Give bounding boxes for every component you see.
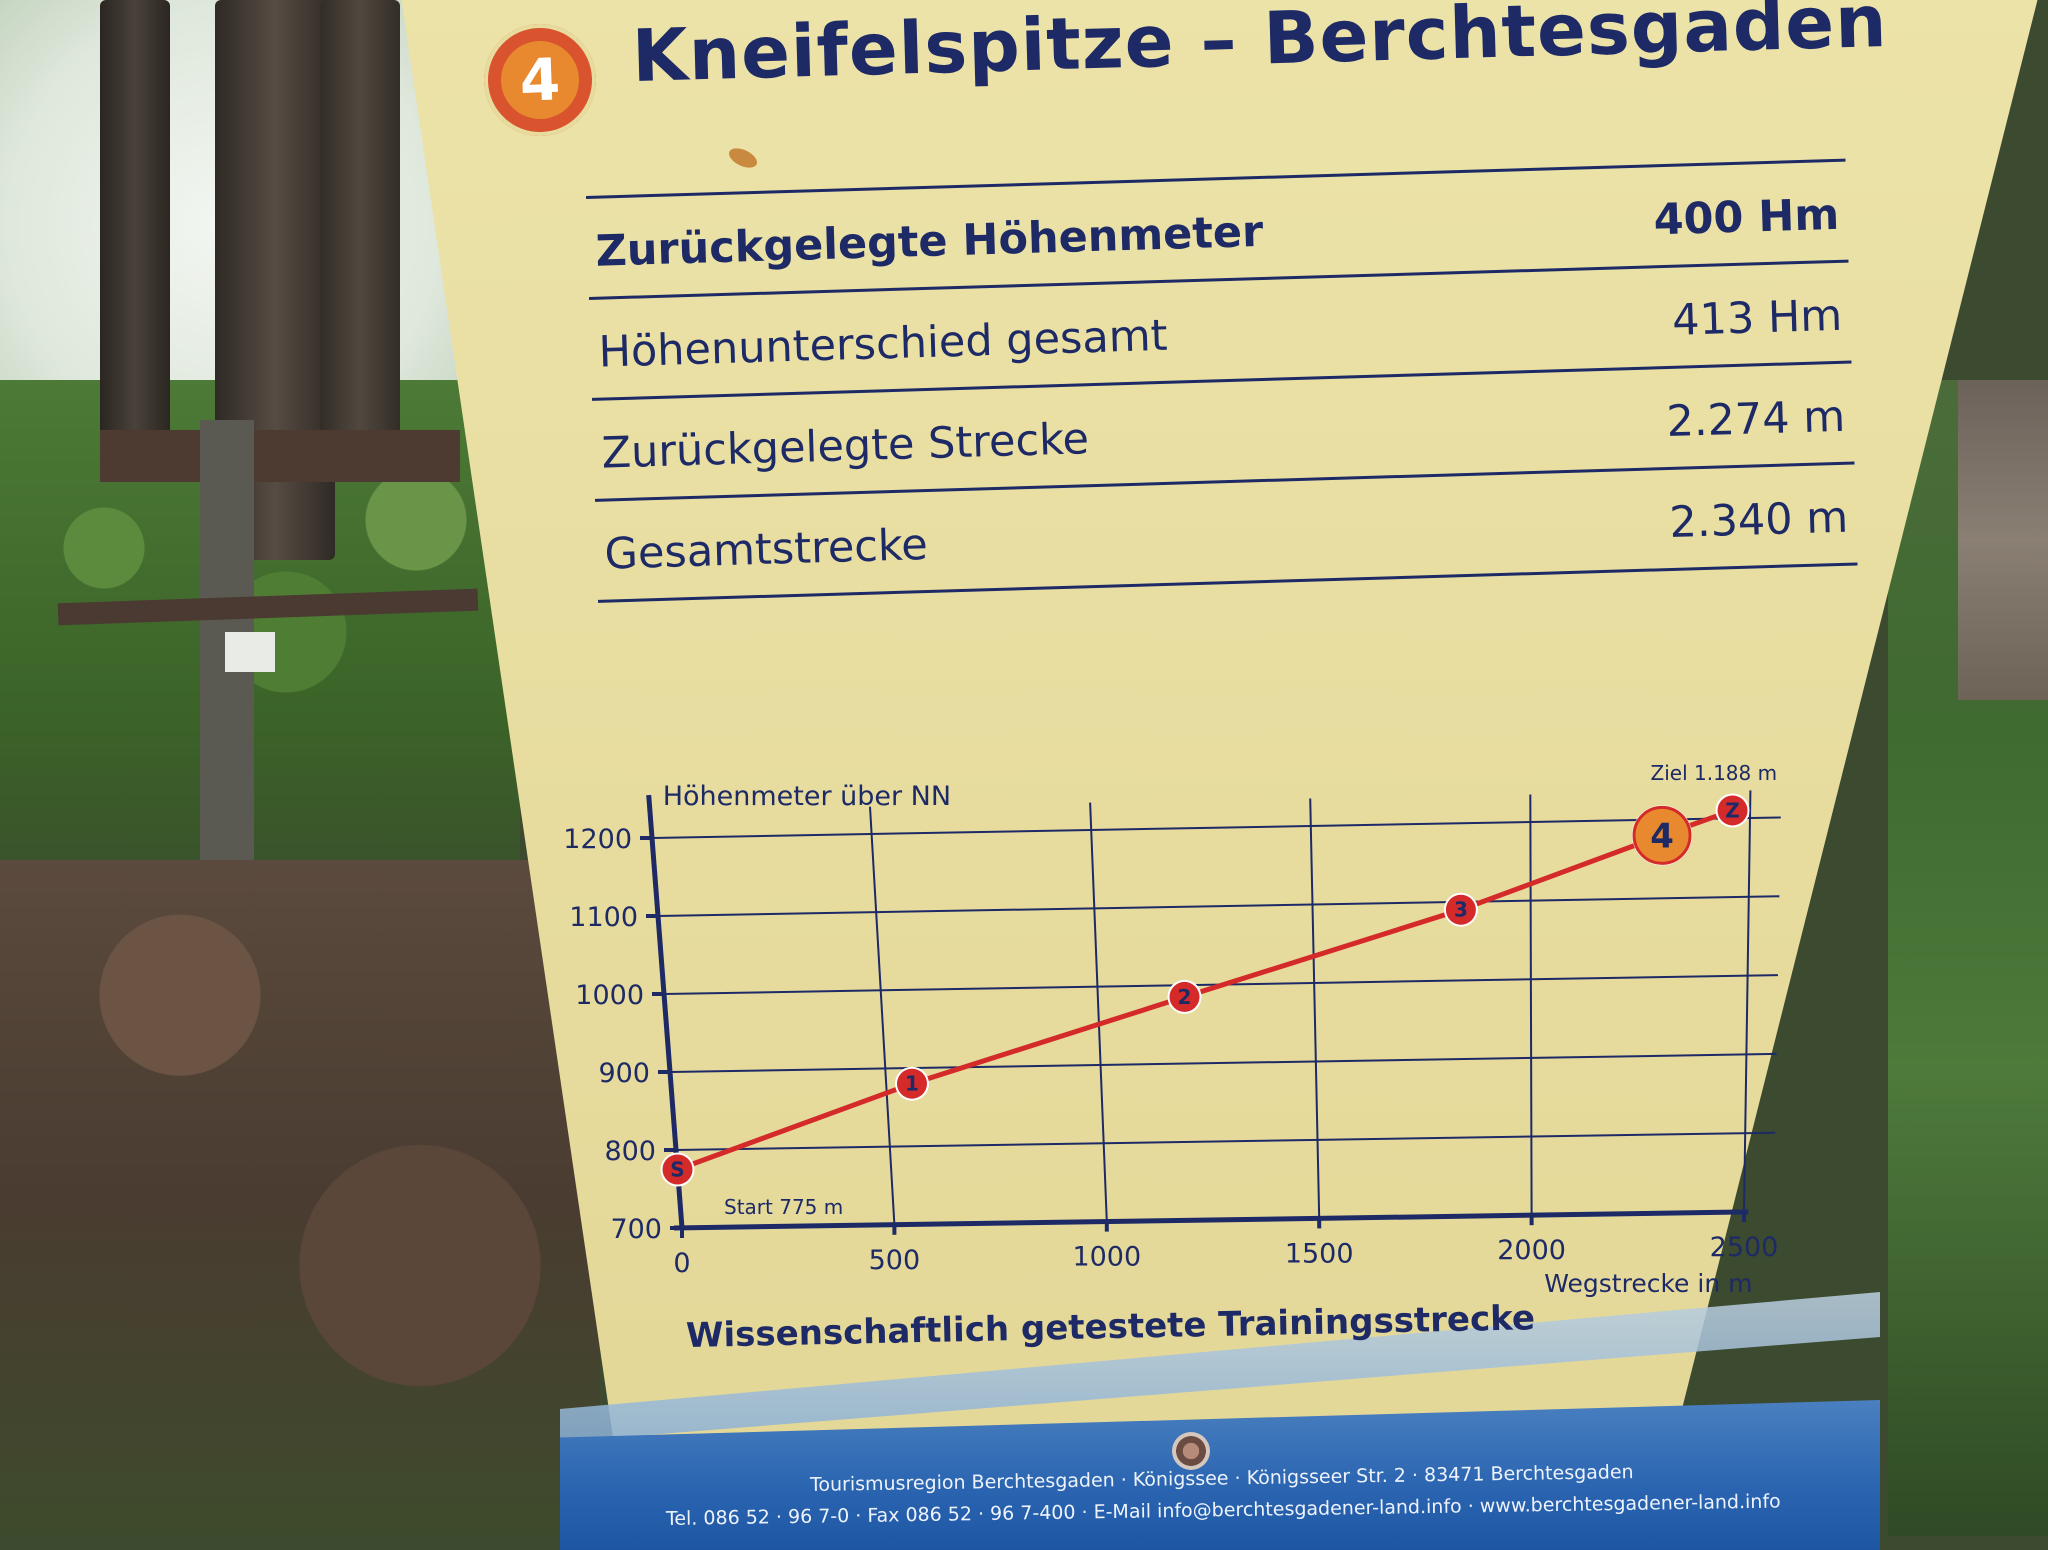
- tree-trunk: [320, 0, 400, 440]
- x-axis-title: Wegstrecke in m: [1544, 1269, 1752, 1298]
- mounting-screw: [1172, 1432, 1210, 1470]
- forest-ground: [0, 860, 600, 1536]
- grid-line-vertical: [1529, 794, 1533, 1216]
- y-tick-label: 1100: [569, 902, 638, 933]
- y-axis-title: Höhenmeter über NN: [663, 781, 951, 812]
- y-tick-label: 800: [604, 1136, 656, 1167]
- waypoint-marker-label: 1: [905, 1072, 919, 1096]
- start-label: Start 775 m: [724, 1195, 843, 1219]
- grid-line-vertical: [869, 806, 896, 1225]
- grid-line-horizontal: [651, 816, 1781, 839]
- x-tick-label: 1500: [1285, 1238, 1354, 1269]
- waypoint-marker-label: 3: [1454, 898, 1468, 922]
- waypoint-marker: [896, 1068, 927, 1099]
- waypoint-marker-label: 4: [1650, 816, 1674, 856]
- bench-plaque: [225, 632, 275, 672]
- y-tick-label: 700: [610, 1214, 662, 1245]
- x-tick-label: 1000: [1072, 1242, 1141, 1273]
- grid-line-horizontal: [669, 1052, 1777, 1073]
- y-tick-label: 1000: [575, 980, 644, 1011]
- grid-line-horizontal: [675, 1131, 1776, 1151]
- grid-line-vertical: [1309, 798, 1321, 1219]
- x-tick-label: 0: [673, 1248, 690, 1279]
- grid-line-horizontal: [657, 895, 1780, 917]
- waypoint-marker: [662, 1154, 693, 1185]
- x-tick-label: 500: [869, 1245, 921, 1276]
- tree-trunk: [100, 0, 170, 460]
- end-label: Ziel 1.188 m: [1651, 761, 1778, 785]
- x-tick-label: 2500: [1710, 1232, 1779, 1263]
- waypoint-marker-label: 2: [1178, 985, 1192, 1009]
- x-axis: [673, 1209, 1749, 1231]
- y-tick-label: 1200: [563, 824, 632, 855]
- waypoint-marker: [1169, 981, 1200, 1012]
- grid-line-vertical: [1089, 802, 1108, 1222]
- x-tick-label: 2000: [1497, 1235, 1566, 1266]
- waypoint-marker-label: Z: [1725, 798, 1740, 822]
- y-tick-label: 900: [598, 1058, 650, 1089]
- waypoint-marker: [1717, 795, 1748, 826]
- waypoint-marker: [1445, 894, 1476, 925]
- bench-backrest: [100, 430, 460, 482]
- trail-path: [1958, 380, 2048, 700]
- grid-line-vertical: [1743, 790, 1752, 1213]
- route-profile-line: [676, 808, 1734, 1172]
- waypoint-marker: [1632, 805, 1692, 865]
- waypoint-marker-label: S: [670, 1158, 684, 1182]
